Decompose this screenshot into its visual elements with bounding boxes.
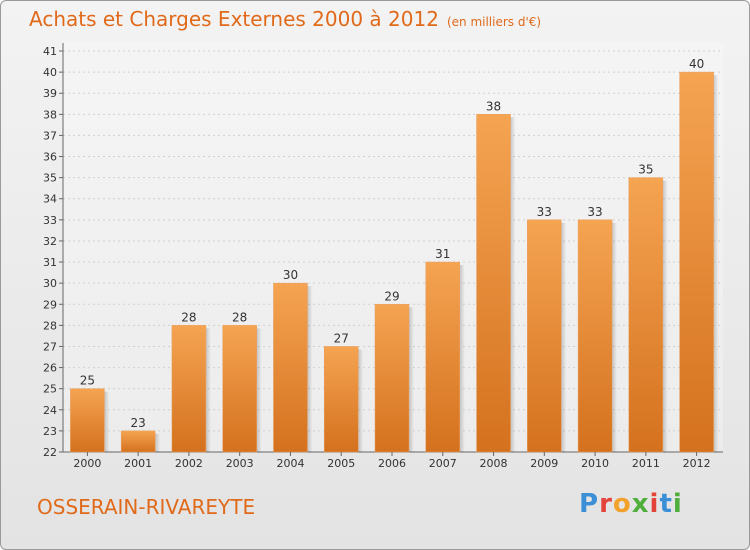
- bar-shadow: [612, 222, 618, 452]
- bar-shadow: [561, 222, 567, 452]
- bar-shadow: [713, 75, 719, 453]
- bar: [323, 346, 359, 453]
- y-tick-label: 39: [43, 87, 57, 100]
- data-label: 30: [283, 268, 298, 282]
- data-label: 38: [486, 99, 501, 113]
- x-tick-label: 2002: [175, 457, 203, 470]
- bar: [273, 282, 308, 453]
- bar-shadow: [459, 265, 465, 452]
- y-tick-label: 22: [43, 446, 57, 459]
- y-tick-label: 33: [43, 214, 57, 227]
- y-tick-label: 34: [43, 193, 57, 206]
- data-label: 28: [181, 310, 196, 324]
- y-tick-label: 36: [43, 151, 57, 164]
- y-tick-label: 38: [43, 108, 57, 121]
- logo-letter: P: [579, 489, 600, 519]
- data-label: 29: [384, 289, 399, 303]
- y-tick-label: 32: [43, 235, 57, 248]
- y-tick-label: 29: [43, 298, 57, 311]
- data-label: 28: [232, 310, 247, 324]
- y-tick-label: 37: [43, 129, 57, 142]
- x-tick-label: 2007: [429, 457, 457, 470]
- x-tick-label: 2006: [378, 457, 406, 470]
- y-tick-label: 41: [43, 45, 57, 58]
- y-tick-label: 24: [43, 404, 57, 417]
- y-tick-label: 26: [43, 362, 57, 375]
- y-tick-label: 35: [43, 172, 57, 185]
- x-tick-label: 2003: [226, 457, 254, 470]
- x-tick-label: 2004: [276, 457, 304, 470]
- bar-shadow: [358, 349, 364, 452]
- bar: [374, 304, 410, 453]
- bar: [425, 261, 461, 453]
- data-label: 27: [334, 331, 349, 345]
- y-tick-label: 30: [43, 277, 57, 290]
- x-tick-label: 2009: [530, 457, 558, 470]
- bar-shadow: [409, 307, 414, 452]
- bar-shadow: [510, 117, 516, 452]
- bar: [527, 219, 562, 453]
- bar: [679, 71, 714, 453]
- bar-shadow: [662, 180, 668, 452]
- bar-shadow: [155, 433, 161, 452]
- logo-letter: r: [599, 489, 613, 519]
- bar: [171, 325, 207, 453]
- x-tick-label: 2010: [581, 457, 609, 470]
- bar-shadow: [205, 328, 211, 452]
- data-label: 33: [587, 205, 602, 219]
- x-tick-label: 2011: [632, 457, 660, 470]
- y-tick-label: 40: [43, 66, 57, 79]
- data-label: 33: [537, 205, 552, 219]
- logo-letter: o: [612, 489, 632, 519]
- bar-shadow: [104, 391, 110, 452]
- logo-letter: x: [631, 489, 650, 519]
- bar-shadow: [256, 328, 262, 452]
- proxiti-logo: Proxiti: [579, 489, 683, 519]
- data-label: 23: [131, 416, 146, 430]
- chart-title: Achats et Charges Externes 2000 à 2012 (e…: [29, 7, 541, 31]
- y-tick-label: 28: [43, 319, 57, 332]
- x-tick-label: 2001: [124, 457, 152, 470]
- y-tick-label: 23: [43, 425, 57, 438]
- bar: [476, 114, 511, 453]
- bar-shadow: [307, 286, 313, 452]
- data-label: 25: [80, 374, 95, 388]
- data-label: 40: [689, 57, 704, 71]
- logo-letter: t: [659, 489, 673, 519]
- logo-letter: i: [672, 489, 683, 519]
- x-tick-label: 2012: [683, 457, 711, 470]
- y-tick-label: 25: [43, 383, 57, 396]
- chart-subtitle: (en milliers d'€): [446, 15, 542, 29]
- bar: [120, 430, 156, 453]
- chart-title-text: Achats et Charges Externes 2000 à 2012: [29, 7, 439, 31]
- bar: [577, 219, 613, 453]
- data-label: 31: [435, 247, 450, 261]
- x-tick-label: 2008: [480, 457, 508, 470]
- x-tick-label: 2005: [327, 457, 355, 470]
- bar: [628, 177, 664, 453]
- data-label: 35: [638, 163, 653, 177]
- commune-name: OSSERAIN-RIVAREYTE: [37, 495, 256, 519]
- y-tick-label: 27: [43, 340, 57, 353]
- logo-letter: i: [649, 489, 660, 519]
- x-tick-label: 2000: [73, 457, 101, 470]
- y-tick-label: 31: [43, 256, 57, 269]
- bar: [222, 325, 257, 453]
- bar: [70, 388, 105, 453]
